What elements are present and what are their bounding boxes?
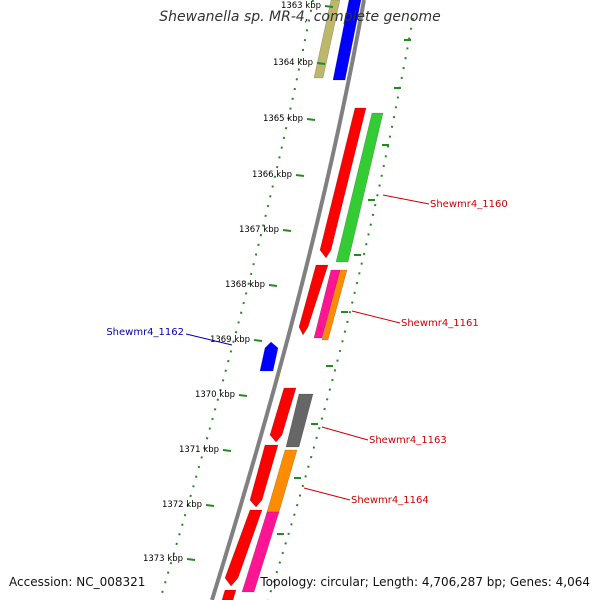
genome-summary-text: Topology: circular; Length: 4,706,287 bp… xyxy=(260,575,590,589)
tick-label: 1368 kbp xyxy=(225,280,265,290)
tick-label: 1371 kbp xyxy=(179,445,219,455)
tick-mark xyxy=(306,118,316,121)
tick-label: 1369 kbp xyxy=(210,335,250,345)
gene-label[interactable]: Shewmr4_1161 xyxy=(401,318,479,329)
gene-bar-red-1164a xyxy=(249,444,279,508)
gene-bar-red-1161a xyxy=(298,264,329,336)
gene-label-leader xyxy=(382,194,430,205)
gene-bar-blue-1162 xyxy=(259,341,279,372)
map-title: Shewanella sp. MR-4, complete genome xyxy=(159,9,441,25)
tick-label: 1370 kbp xyxy=(195,390,235,400)
gene-label-leader xyxy=(351,310,401,324)
tick-mark xyxy=(222,449,232,452)
outer-dotted-track xyxy=(267,17,414,600)
gene-bar-red-bottom xyxy=(221,589,237,600)
tick-label: 1363 kbp xyxy=(281,1,321,11)
gene-label[interactable]: Shewmr4_1163 xyxy=(369,435,447,446)
tick-mark xyxy=(282,229,292,232)
gene-label[interactable]: Shewmr4_1162 xyxy=(106,327,184,338)
gene-labels: Shewmr4_1160 Shewmr4_1161 Shewmr4_1162 Shew… xyxy=(106,194,508,506)
tick-label: 1364 kbp xyxy=(273,58,313,68)
inner-dotted-track xyxy=(159,0,314,600)
gene-label-leader xyxy=(303,487,351,501)
accession-text: Accession: NC_008321 xyxy=(9,575,146,589)
kbp-ticks: 1363 kbp 1364 kbp 1365 kbp 1366 kbp 1367 kbp… xyxy=(143,1,411,564)
tick-label: 1372 kbp xyxy=(162,500,202,510)
tick-label: 1367 kbp xyxy=(239,225,279,235)
genome-backbone xyxy=(210,0,366,600)
gene-bar-red-lower xyxy=(224,509,263,587)
gene-bar-magenta-lower xyxy=(241,511,280,593)
gene-bar-blue-top xyxy=(332,0,362,81)
tick-label: 1373 kbp xyxy=(143,554,183,564)
tick-mark xyxy=(268,284,278,287)
tick-label: 1365 kbp xyxy=(263,114,303,124)
gene-label[interactable]: Shewmr4_1160 xyxy=(430,199,508,210)
gene-label-leader xyxy=(321,426,369,441)
gene-bar-orange-1161 xyxy=(321,269,348,341)
tick-mark xyxy=(238,394,248,397)
tick-mark xyxy=(253,339,263,342)
tick-mark xyxy=(205,504,215,507)
tick-mark xyxy=(316,62,326,65)
gene-features xyxy=(221,0,384,600)
gene-label-leader xyxy=(185,333,233,346)
tick-mark xyxy=(295,174,305,177)
gene-bar-red-1160a xyxy=(319,107,367,259)
gene-bar-red-1163a xyxy=(269,387,297,443)
tick-mark xyxy=(324,5,334,8)
tick-label: 1366 kbp xyxy=(252,170,292,180)
gene-bar-green-1160 xyxy=(335,112,384,263)
gene-bar-khaki xyxy=(313,0,341,79)
gene-bar-magenta-1161 xyxy=(313,269,341,339)
gene-label[interactable]: Shewmr4_1164 xyxy=(351,495,429,506)
tick-mark xyxy=(186,558,196,561)
gene-bar-gray-1163 xyxy=(285,393,314,448)
